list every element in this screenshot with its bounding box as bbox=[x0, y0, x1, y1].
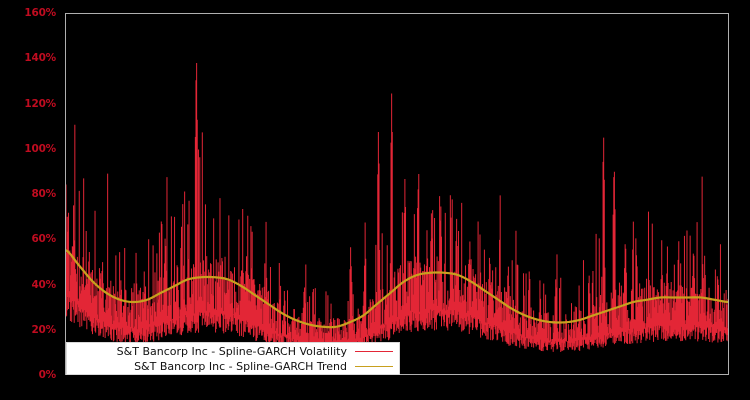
legend-swatch-trend bbox=[355, 366, 393, 367]
y-tick-100: 100% bbox=[24, 142, 56, 155]
trend-series bbox=[66, 249, 728, 329]
series-layer bbox=[66, 14, 728, 374]
legend: S&T Bancorp Inc - Spline-GARCH Volatilit… bbox=[66, 342, 400, 375]
chart-canvas bbox=[66, 14, 728, 374]
legend-label-trend: S&T Bancorp Inc - Spline-GARCH Trend bbox=[134, 360, 347, 373]
y-tick-120: 120% bbox=[24, 97, 56, 110]
legend-entry-trend: S&T Bancorp Inc - Spline-GARCH Trend bbox=[67, 359, 399, 374]
y-tick-80: 80% bbox=[31, 188, 56, 200]
y-tick-0: 0% bbox=[38, 369, 57, 381]
y-tick-40: 40% bbox=[31, 278, 56, 291]
y-tick-160: 160% bbox=[24, 7, 56, 19]
y-tick-140: 140% bbox=[24, 52, 56, 65]
volatility-series bbox=[66, 63, 728, 354]
legend-label-volatility: S&T Bancorp Inc - Spline-GARCH Volatilit… bbox=[116, 345, 347, 358]
legend-swatch-volatility bbox=[355, 351, 393, 352]
legend-entry-volatility: S&T Bancorp Inc - Spline-GARCH Volatilit… bbox=[67, 344, 399, 359]
y-tick-60: 60% bbox=[31, 233, 56, 246]
y-axis: 0% 20% 40% 60% 80% 100% 120% 140% 160% bbox=[0, 0, 65, 400]
plot-area bbox=[65, 13, 729, 375]
y-tick-20: 20% bbox=[31, 323, 56, 336]
